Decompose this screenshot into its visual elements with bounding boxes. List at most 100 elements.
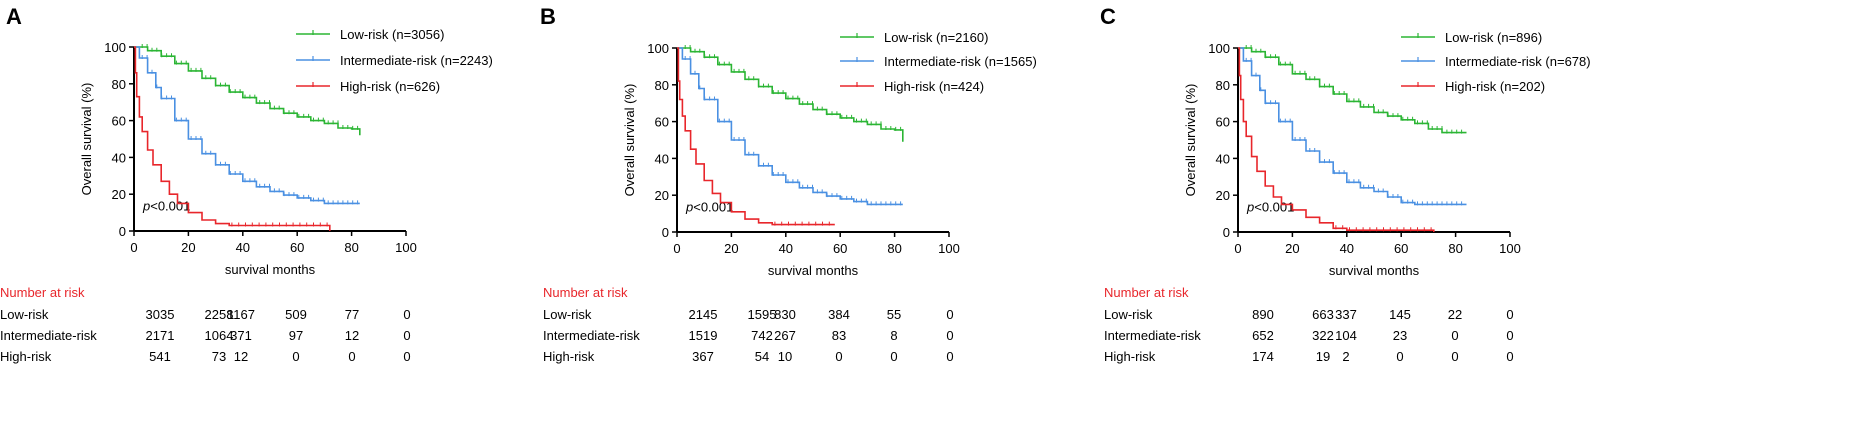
p-value: p<0.001 <box>142 198 190 213</box>
risk-count: 0 <box>1451 328 1458 343</box>
risk-count: 55 <box>887 307 901 322</box>
y-tick-label: 0 <box>119 224 126 239</box>
risk-count: 0 <box>403 328 410 343</box>
risk-count: 541 <box>149 349 171 364</box>
km-curve-intermediate-risk <box>134 46 360 205</box>
risk-count: 0 <box>403 349 410 364</box>
risk-count: 509 <box>285 307 307 322</box>
risk-table-title: Number at risk <box>0 285 85 300</box>
risk-count: 742 <box>751 328 773 343</box>
y-tick-label: 100 <box>1208 41 1230 56</box>
risk-count: 1595 <box>748 307 777 322</box>
km-curve-high-risk <box>677 47 835 226</box>
risk-count: 0 <box>946 328 953 343</box>
y-tick-label: 0 <box>662 225 669 240</box>
risk-count: 12 <box>234 349 248 364</box>
x-tick-label: 20 <box>181 240 195 255</box>
y-tick-label: 80 <box>1216 78 1230 93</box>
risk-count: 663 <box>1312 307 1334 322</box>
legend-label: High-risk (n=626) <box>340 79 440 94</box>
risk-count: 22 <box>1448 307 1462 322</box>
km-curve-low-risk <box>677 47 904 142</box>
risk-count: 2145 <box>689 307 718 322</box>
risk-count: 0 <box>835 349 842 364</box>
y-tick-label: 40 <box>655 151 669 166</box>
risk-count: 0 <box>1506 307 1513 322</box>
km-curve-intermediate-risk <box>1238 47 1467 206</box>
legend-label: Low-risk (n=2160) <box>884 30 988 45</box>
legend-label: Intermediate-risk (n=678) <box>1445 54 1591 69</box>
risk-count: 23 <box>1393 328 1407 343</box>
y-tick-label: 20 <box>655 188 669 203</box>
x-tick-label: 40 <box>236 240 250 255</box>
risk-count: 337 <box>1335 307 1357 322</box>
x-axis-title: survival months <box>768 263 859 278</box>
km-panel-a: A 0 20 40 60 80 100 0 20 40 60 80 100 survival months… <box>0 4 493 364</box>
x-tick-label: 60 <box>290 240 304 255</box>
y-axis-title: Overall survival (%) <box>79 83 94 196</box>
p-value: p<0.001 <box>685 199 733 214</box>
risk-row-label: Low-risk <box>0 307 49 322</box>
y-tick-label: 80 <box>112 77 126 92</box>
censor-marks-low-risk <box>141 44 359 130</box>
risk-count: 77 <box>345 307 359 322</box>
x-tick-label: 20 <box>724 241 738 256</box>
risk-count: 104 <box>1335 328 1357 343</box>
risk-count: 174 <box>1252 349 1274 364</box>
x-tick-label: 80 <box>887 241 901 256</box>
y-tick-label: 0 <box>1223 225 1230 240</box>
risk-row-label: High-risk <box>1104 349 1156 364</box>
y-tick-label: 60 <box>112 114 126 129</box>
risk-count: 0 <box>946 307 953 322</box>
panel-label: C <box>1100 4 1116 29</box>
legend-label: High-risk (n=424) <box>884 79 984 94</box>
x-tick-label: 0 <box>1234 241 1241 256</box>
risk-count: 384 <box>828 307 850 322</box>
censor-marks-intermediate-risk <box>684 56 902 206</box>
risk-count: 830 <box>774 307 796 322</box>
x-tick-label: 100 <box>1499 241 1521 256</box>
x-tick-label: 20 <box>1285 241 1299 256</box>
risk-count: 371 <box>230 328 252 343</box>
censor-marks-low-risk <box>684 45 902 131</box>
risk-row-label: Intermediate-risk <box>543 328 640 343</box>
risk-row-label: High-risk <box>543 349 595 364</box>
km-curve-low-risk <box>134 46 361 136</box>
y-tick-label: 80 <box>655 78 669 93</box>
km-curve-high-risk <box>1238 47 1435 232</box>
y-tick-label: 60 <box>655 115 669 130</box>
x-tick-label: 60 <box>833 241 847 256</box>
risk-count: 1064 <box>205 328 234 343</box>
risk-count: 1519 <box>689 328 718 343</box>
y-tick-label: 40 <box>112 150 126 165</box>
risk-count: 0 <box>348 349 355 364</box>
risk-count: 367 <box>692 349 714 364</box>
risk-count: 73 <box>212 349 226 364</box>
censor-marks-high-risk <box>1335 225 1432 232</box>
y-tick-label: 40 <box>1216 151 1230 166</box>
risk-count: 2171 <box>146 328 175 343</box>
risk-count: 1167 <box>227 307 255 322</box>
x-tick-label: 100 <box>395 240 417 255</box>
y-axis-title: Overall survival (%) <box>622 84 637 197</box>
risk-count: 322 <box>1312 328 1334 343</box>
y-axis-title: Overall survival (%) <box>1183 84 1198 197</box>
risk-count: 19 <box>1316 349 1330 364</box>
risk-count: 3035 <box>146 307 175 322</box>
risk-count: 10 <box>778 349 792 364</box>
y-tick-label: 100 <box>647 41 669 56</box>
x-tick-label: 0 <box>130 240 137 255</box>
legend-label: Intermediate-risk (n=2243) <box>340 53 493 68</box>
risk-count: 2 <box>1342 349 1349 364</box>
km-curve-low-risk <box>1238 47 1467 134</box>
risk-count: 0 <box>292 349 299 364</box>
risk-count: 0 <box>1451 349 1458 364</box>
y-tick-label: 20 <box>1216 188 1230 203</box>
km-curve-intermediate-risk <box>677 47 903 206</box>
panel-label: B <box>540 4 556 29</box>
risk-count: 0 <box>890 349 897 364</box>
censor-marks-high-risk <box>231 222 328 227</box>
